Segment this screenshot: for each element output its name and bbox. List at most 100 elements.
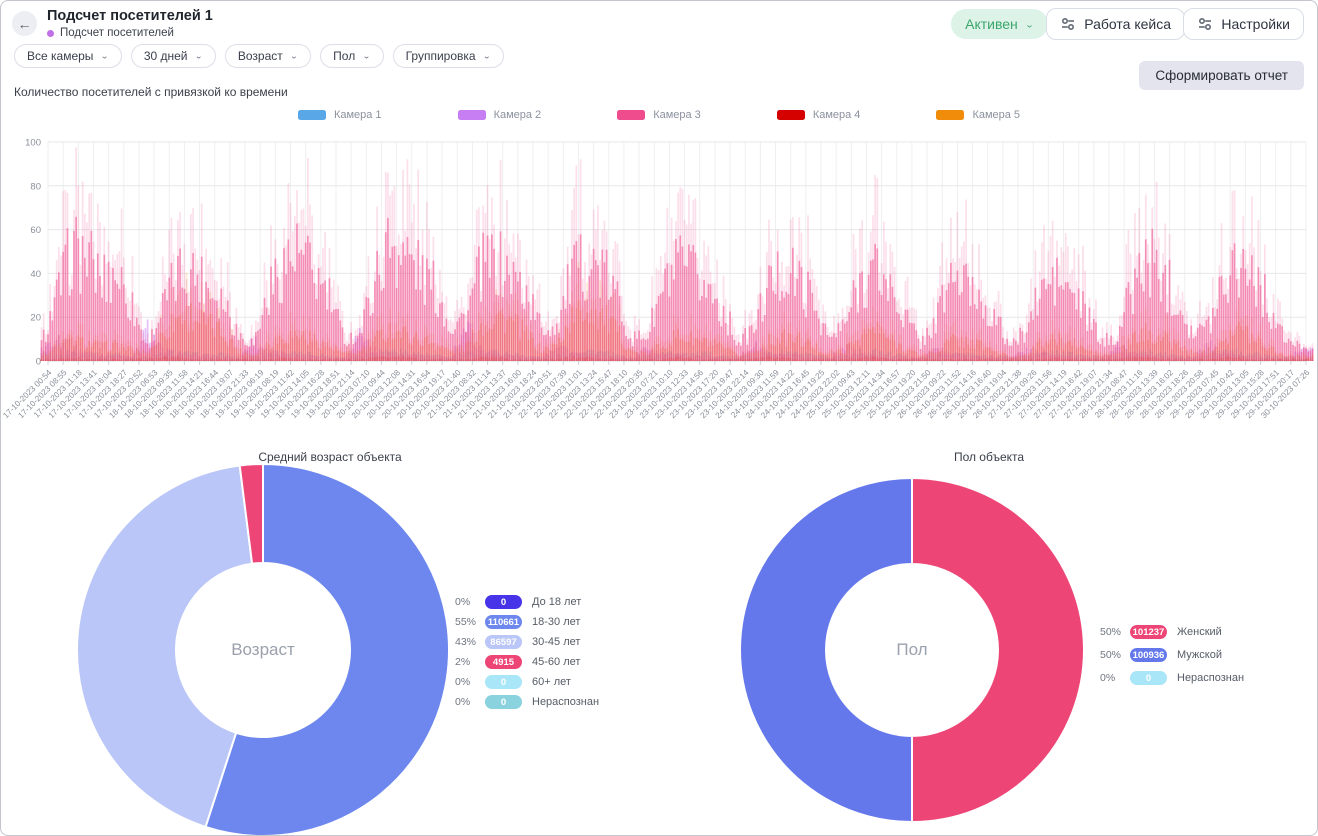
bar-halo (646, 330, 649, 361)
bar-halo (274, 239, 277, 361)
bar (757, 309, 760, 361)
filter-chip-1[interactable]: 30 дней ⌄ (130, 44, 216, 68)
bar (179, 248, 181, 361)
pie-legend-row[interactable]: 0% 0 60+ лет (455, 675, 599, 689)
bar-halo (718, 302, 721, 361)
legend-item[interactable]: Камера 5 (936, 109, 1020, 121)
bar-halo (861, 220, 863, 361)
generate-report-button[interactable]: Сформировать отчет (1139, 61, 1304, 90)
bar-halo (956, 212, 959, 361)
legend-item[interactable]: Камера 3 (617, 109, 701, 121)
bar-halo (913, 307, 915, 361)
bar-halo (475, 209, 478, 361)
pie-legend-row[interactable]: 0% 0 Нераспознан (455, 695, 599, 709)
bar (753, 332, 755, 361)
chevron-down-icon: ⌄ (1024, 19, 1034, 30)
bar (653, 326, 656, 361)
bar-halo (1287, 331, 1290, 361)
bar-halo (70, 274, 73, 361)
donut-slice[interactable] (739, 476, 913, 824)
bar (341, 327, 344, 361)
bar (514, 271, 517, 361)
bar (140, 329, 142, 361)
bar-halo (428, 228, 430, 361)
bar (410, 254, 413, 361)
bar (449, 333, 452, 361)
bar-halo (1199, 300, 1201, 361)
bar (415, 289, 417, 361)
bar (768, 265, 770, 361)
bar (289, 261, 292, 361)
bar-halo (285, 245, 288, 361)
bar-halo (237, 327, 240, 361)
bar (274, 258, 277, 361)
filter-chip-4[interactable]: Группировка ⌄ (392, 44, 504, 68)
bar-halo (1264, 244, 1266, 361)
y-axis-tick-label: 80 (30, 181, 41, 192)
bar (709, 284, 712, 361)
pie-legend-row[interactable]: 2% 4915 45-60 лет (455, 655, 599, 669)
bar (1069, 288, 1071, 361)
bar-halo (1300, 349, 1303, 361)
filter-chip-2[interactable]: Возраст ⌄ (224, 44, 312, 68)
bar-halo (1272, 293, 1275, 361)
bar (1101, 338, 1104, 361)
bar-halo (1209, 324, 1212, 361)
donut-slice[interactable] (204, 462, 450, 836)
bar (1194, 336, 1197, 361)
pie-legend-row[interactable]: 0% 0 Нераспознан (1100, 671, 1244, 685)
legend-item[interactable]: Камера 2 (457, 109, 541, 121)
bar-halo (984, 295, 987, 361)
bar (755, 329, 757, 361)
bar-halo (1028, 303, 1030, 361)
filter-chip-label: 30 дней (143, 49, 188, 63)
status-dropdown[interactable]: Активен ⌄ (951, 9, 1048, 39)
bar-halo (880, 263, 883, 361)
filter-chip-3[interactable]: Пол ⌄ (320, 44, 384, 68)
bar (465, 331, 467, 361)
donut-slice[interactable] (76, 464, 254, 829)
pie-legend-row[interactable]: 55% 110661 18-30 лет (455, 615, 599, 629)
pie-legend-row[interactable]: 43% 86597 30-45 лет (455, 635, 599, 649)
bar (99, 275, 101, 361)
case-work-button[interactable]: Работа кейса (1046, 8, 1185, 40)
legend-item[interactable]: Камера 4 (776, 109, 860, 121)
pie-legend-row[interactable]: 50% 100936 Мужской (1100, 648, 1244, 662)
pie-legend-row[interactable]: 0% 0 До 18 лет (455, 595, 599, 609)
pie-legend-row[interactable]: 50% 101237 Женский (1100, 625, 1244, 639)
bar-halo (783, 285, 786, 361)
bar (973, 304, 976, 361)
bar (315, 299, 318, 361)
bar-halo (1112, 336, 1115, 361)
bar (568, 303, 571, 361)
bar (1296, 340, 1299, 361)
pie-legend-percent: 50% (1100, 649, 1122, 661)
bar-halo (445, 296, 448, 361)
bar (683, 265, 686, 361)
bar (592, 248, 595, 361)
bar-halo (848, 305, 850, 361)
bar (417, 239, 420, 361)
bar (181, 287, 184, 361)
bar (861, 271, 863, 361)
bar-halo (458, 308, 461, 361)
bar-halo (1127, 230, 1130, 361)
bar (354, 341, 357, 361)
bar-halo (517, 233, 519, 361)
bar (1034, 287, 1037, 361)
legend-item[interactable]: Камера 1 (297, 109, 382, 121)
bar-halo (566, 246, 569, 361)
bar (387, 217, 389, 361)
bar-halo (705, 255, 708, 361)
bar-halo (685, 224, 688, 361)
bar-halo (800, 232, 803, 361)
bar (183, 288, 186, 361)
back-button[interactable]: ← (12, 11, 37, 36)
filter-chip-0[interactable]: Все камеры ⌄ (14, 44, 122, 68)
bar-halo (380, 281, 383, 361)
bar-halo (142, 333, 145, 361)
bar-halo (908, 307, 911, 361)
settings-button[interactable]: Настройки (1183, 8, 1304, 40)
donut-slice[interactable] (911, 476, 1085, 824)
donut-slice[interactable] (238, 462, 264, 565)
